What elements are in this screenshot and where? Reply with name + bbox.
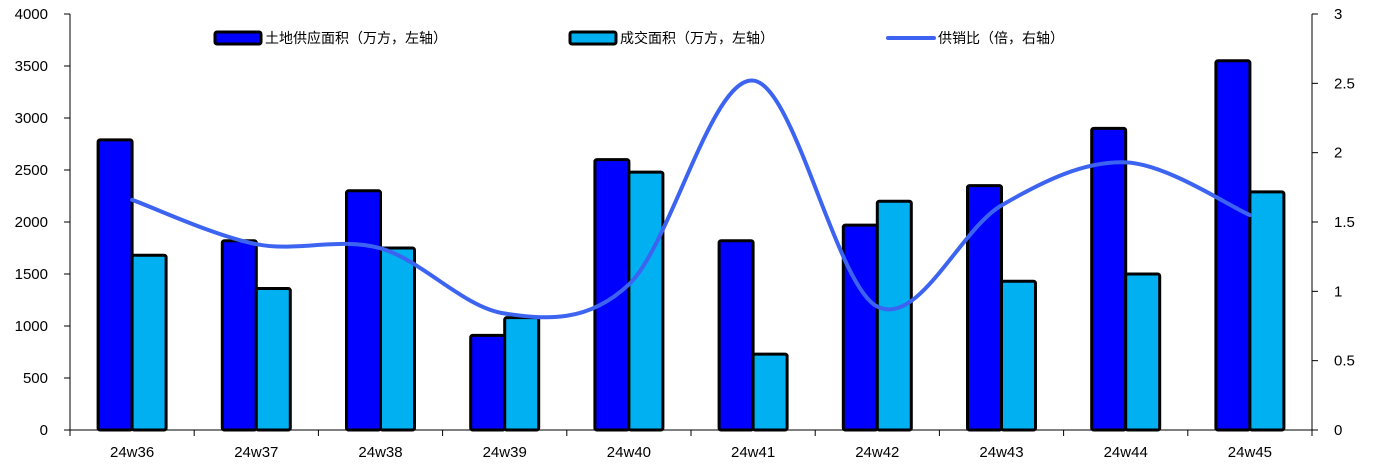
right-tick-label: 2.5	[1334, 75, 1355, 92]
x-tick-label: 24w44	[1104, 444, 1148, 461]
x-tick-label: 24w40	[607, 444, 651, 461]
bar-land-supply-24w43	[966, 184, 1003, 432]
x-tick-label: 24w41	[731, 444, 775, 461]
right-tick-label: 0	[1334, 422, 1342, 439]
bar-land-supply-24w45	[1214, 59, 1252, 432]
right-tick-label: 1	[1334, 283, 1342, 300]
left-tick-label: 4000	[15, 6, 48, 23]
right-tick-label: 3	[1334, 6, 1342, 23]
bar-land-supply-24w37	[220, 239, 258, 432]
x-tick-label: 24w39	[483, 444, 527, 461]
bar-transaction-24w36	[130, 253, 168, 432]
bar-land-supply-24w42	[841, 223, 879, 432]
right-tick-label: 1.5	[1334, 214, 1355, 231]
x-tick-label: 24w38	[358, 444, 402, 461]
bar-land-supply-24w44	[1090, 126, 1128, 432]
bar-land-supply-24w41	[717, 239, 755, 432]
left-tick-label: 1500	[15, 266, 48, 283]
x-tick-label: 24w42	[855, 444, 899, 461]
left-y-axis: 0 500 1000 1500 2000 2500 3000 3500 4000	[15, 6, 71, 439]
bar-transaction-24w44	[1124, 272, 1162, 432]
bar-transaction-24w41	[751, 352, 789, 432]
right-y-axis: 0 0.5 1 1.5 2 2.5 3	[1311, 6, 1355, 439]
x-axis: 24w36 24w37 24w38 24w39 24w40 24w41 24w42 24w43…	[69, 429, 1313, 461]
x-tick-label: 24w37	[234, 444, 278, 461]
supply-sales-ratio-line	[130, 78, 1252, 320]
bar-transaction-24w37	[254, 287, 292, 432]
bar-transaction-24w38	[379, 246, 416, 432]
left-tick-label: 500	[23, 370, 48, 387]
legend-label-ratio: 供销比（倍，右轴）	[938, 31, 1064, 47]
bar-land-supply-24w40	[593, 158, 631, 432]
left-tick-label: 3500	[15, 58, 48, 75]
bar-transaction-24w45	[1248, 190, 1286, 432]
legend-label-transaction: 成交面积（万方，左轴）	[620, 30, 774, 47]
right-tick-label: 2	[1334, 145, 1342, 162]
legend: 土地供应面积（万方，左轴） 成交面积（万方，左轴） 供销比（倍，右轴）	[213, 30, 1064, 47]
x-tick-label: 24w36	[110, 444, 154, 461]
x-tick-label: 24w43	[979, 444, 1023, 461]
bar-land-supply-24w36	[96, 138, 134, 432]
left-tick-label: 1000	[15, 318, 48, 335]
bar-land-supply-24w38	[345, 189, 382, 432]
bar-land-supply-24w39	[469, 333, 507, 432]
legend-label-land-supply: 土地供应面积（万方，左轴）	[265, 30, 447, 47]
bar-transaction-24w42	[875, 199, 913, 432]
bar-transaction-24w39	[503, 316, 541, 432]
left-tick-label: 2000	[15, 214, 48, 231]
legend-swatch-transaction	[568, 30, 618, 46]
bar-transaction-24w43	[1000, 279, 1037, 432]
plot-area	[96, 59, 1286, 432]
left-tick-label: 0	[40, 422, 48, 439]
right-tick-label: 0.5	[1334, 353, 1355, 370]
left-tick-label: 2500	[15, 162, 48, 179]
x-tick-label: 24w45	[1228, 444, 1272, 461]
bar-transaction-24w40	[627, 170, 665, 432]
legend-swatch-land-supply	[213, 30, 263, 46]
left-tick-label: 3000	[15, 110, 48, 127]
